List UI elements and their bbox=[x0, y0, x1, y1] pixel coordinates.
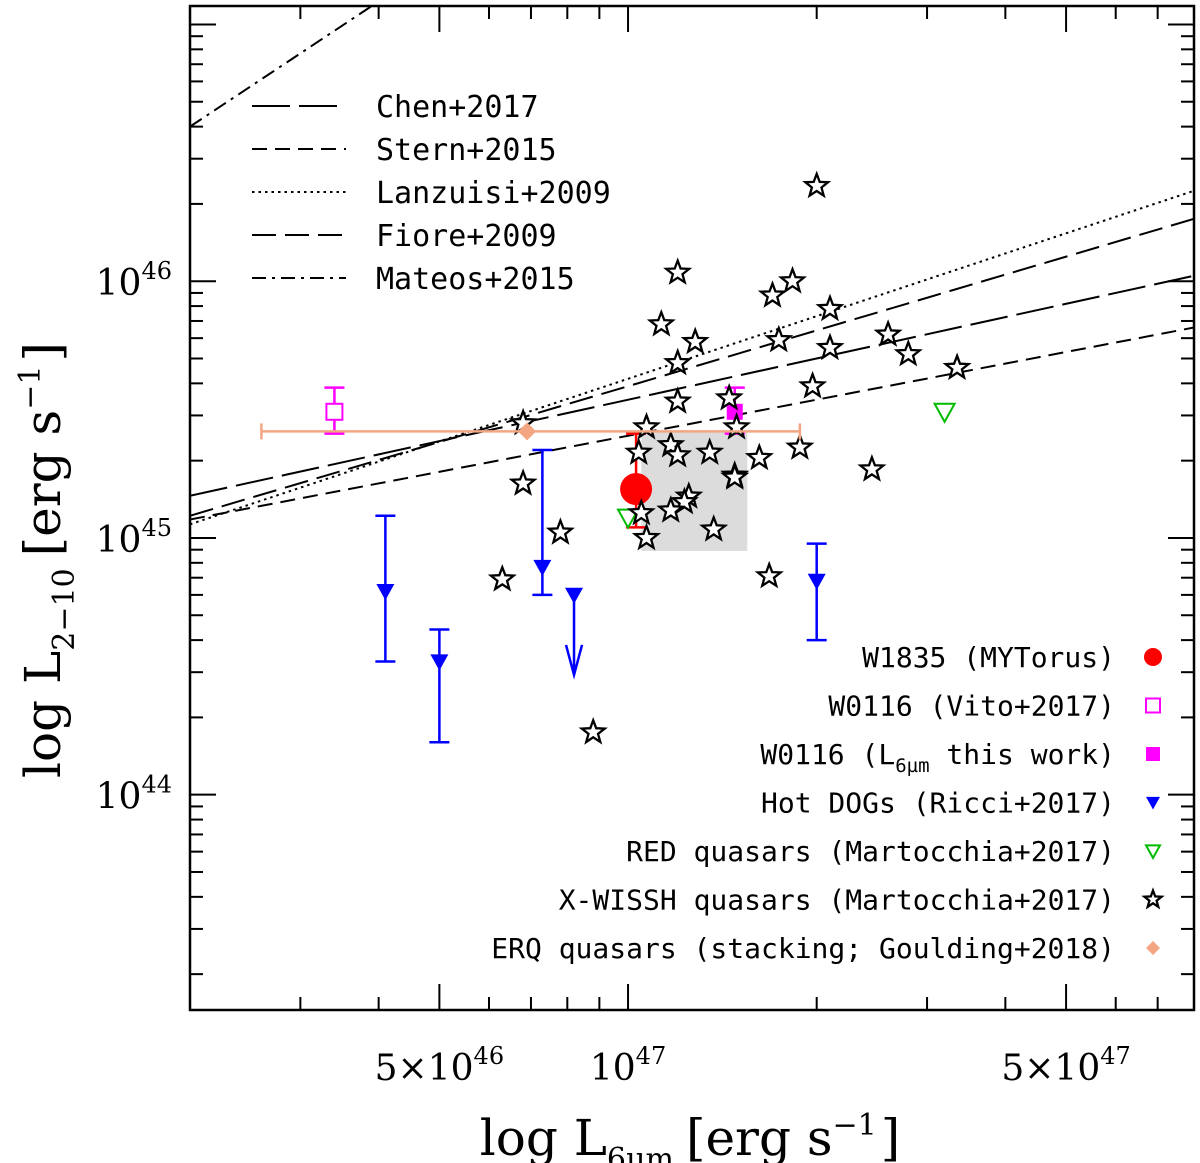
data-point-filled-square bbox=[726, 403, 743, 420]
data-point-open-star bbox=[656, 429, 686, 458]
data-point-open-star bbox=[802, 170, 832, 199]
legend-marker-open-star bbox=[1141, 887, 1165, 910]
legend-line-label: Chen+2017 bbox=[376, 90, 539, 125]
data-point-filled-triangle-down bbox=[533, 559, 552, 577]
data-point-open-star bbox=[695, 437, 725, 465]
legend-marker-filled-circle bbox=[1144, 648, 1162, 666]
legend-marker-open-triangle-down bbox=[1144, 844, 1162, 861]
data-point-open-triangle-down bbox=[932, 402, 957, 424]
legend-line-label: Fiore+2009 bbox=[376, 219, 557, 254]
data-point-open-star bbox=[798, 370, 828, 399]
x-tick-label-exponent: 47 bbox=[1100, 1042, 1131, 1070]
x-tick-label-exponent: 46 bbox=[474, 1042, 505, 1070]
y-tick-label-exponent: 44 bbox=[141, 771, 172, 799]
y-tick-label-mantissa: 10 bbox=[96, 520, 142, 561]
data-point-open-star bbox=[942, 352, 972, 381]
data-point-open-star bbox=[663, 257, 693, 285]
data-point-filled-triangle-down bbox=[565, 587, 584, 604]
x-tick-label-exponent: 47 bbox=[636, 1042, 667, 1070]
plot-frame bbox=[188, 4, 1196, 1012]
data-point-open-star bbox=[815, 332, 845, 361]
data-point-open-star bbox=[669, 486, 699, 515]
legend-line-label: Lanzuisi+2009 bbox=[376, 176, 611, 211]
data-point-open-star bbox=[815, 293, 845, 322]
data-point-open-star bbox=[624, 437, 654, 465]
legend-marker-open-square bbox=[1145, 697, 1161, 714]
x-tick-label: 1047 bbox=[590, 1042, 666, 1089]
relation-line-stern-2015 bbox=[190, 326, 1194, 521]
legend-marker-label: ERQ quasars (stacking; Goulding+2018) bbox=[491, 932, 1115, 965]
legend-marker-label: Hot DOGs (Ricci+2017) bbox=[761, 787, 1115, 820]
y-tick-label-mantissa: 10 bbox=[96, 263, 142, 304]
legend-marker-label: W1835 (MYTorus) bbox=[862, 641, 1115, 674]
data-point-open-star bbox=[656, 495, 686, 523]
data-point-open-star bbox=[631, 522, 662, 551]
legend-marker-label: W0116 (Vito+2017) bbox=[828, 690, 1115, 723]
data-point-open-star bbox=[663, 347, 693, 376]
data-point-open-star bbox=[785, 432, 815, 460]
data-point-open-square bbox=[325, 402, 344, 421]
data-point-open-star bbox=[545, 517, 575, 545]
data-point-open-star bbox=[757, 280, 788, 308]
data-point-open-star bbox=[663, 439, 693, 468]
relation-line-chen-2017 bbox=[190, 274, 1194, 497]
legend-line-label: Stern+2015 bbox=[376, 133, 557, 168]
y-tick-label-exponent: 46 bbox=[141, 257, 172, 285]
legend-line-label: Mateos+2015 bbox=[376, 262, 575, 297]
legend-marker-label: X-WISSH quasars (Martocchia+2017) bbox=[559, 884, 1115, 917]
legend-marker-filled-diamond bbox=[1146, 941, 1160, 955]
data-point-open-star bbox=[778, 265, 807, 294]
legend-label-subscript: 6µm bbox=[895, 755, 929, 777]
shaded-region bbox=[641, 431, 748, 551]
data-point-open-star bbox=[714, 383, 744, 411]
data-point-open-star bbox=[764, 324, 794, 353]
data-point-open-star bbox=[646, 308, 676, 337]
data-point-filled-circle bbox=[620, 473, 653, 506]
data-point-filled-triangle-down bbox=[376, 584, 395, 601]
data-point-open-star bbox=[857, 453, 887, 482]
x-tick-label-mantissa: 10 bbox=[590, 1048, 636, 1089]
data-point-open-star bbox=[578, 717, 608, 745]
y-tick-label: 1044 bbox=[96, 771, 172, 818]
data-point-open-star bbox=[893, 338, 923, 367]
y-tick-label-mantissa: 10 bbox=[96, 777, 142, 818]
legend-label-part: W0116 (L bbox=[760, 738, 895, 771]
data-point-open-star bbox=[508, 468, 538, 496]
legend-marker-label: W0116 (L6µm this work) bbox=[760, 738, 1115, 777]
x-tick-label-mantissa: 5×10 bbox=[1001, 1048, 1100, 1089]
legend-marker-label: RED quasars (Martocchia+2017) bbox=[626, 835, 1115, 868]
legend-marker-filled-triangle-down bbox=[1146, 796, 1160, 810]
data-point-open-star bbox=[754, 560, 784, 589]
data-point-open-star bbox=[680, 326, 710, 355]
data-point-open-star bbox=[699, 514, 729, 542]
y-tick-label-exponent: 45 bbox=[141, 514, 172, 542]
y-tick-label: 1046 bbox=[96, 257, 172, 304]
x-tick-label: 5×1046 bbox=[375, 1042, 504, 1089]
data-point-open-star bbox=[626, 497, 656, 526]
data-point-open-star bbox=[873, 319, 903, 347]
relation-line-lanzuisi-2009 bbox=[190, 189, 1194, 526]
relation-line-fiore-2009 bbox=[190, 217, 1194, 517]
data-point-filled-triangle-down bbox=[807, 573, 826, 590]
x-tick-label: 5×1047 bbox=[1001, 1042, 1130, 1089]
data-point-open-star bbox=[663, 386, 693, 414]
data-point-open-triangle-down bbox=[616, 508, 640, 530]
legend-marker-filled-square bbox=[1146, 747, 1160, 761]
y-tick-label: 1045 bbox=[96, 514, 172, 561]
data-point-filled-diamond bbox=[518, 422, 537, 441]
x-axis-label: log L6µm [erg s−1] bbox=[480, 1108, 901, 1163]
data-point-open-star bbox=[720, 462, 750, 490]
legend-label-part: this work) bbox=[930, 738, 1115, 771]
relation-line-mateos-2015 bbox=[190, 6, 373, 128]
x-tick-label-mantissa: 5×10 bbox=[375, 1048, 474, 1089]
upper-limit-arrow bbox=[564, 594, 584, 680]
y-axis-label: log L2−10[erg s−1] bbox=[13, 342, 82, 778]
data-point-open-star bbox=[487, 564, 517, 592]
data-point-filled-triangle-down bbox=[430, 654, 449, 671]
data-point-open-star bbox=[744, 442, 774, 471]
